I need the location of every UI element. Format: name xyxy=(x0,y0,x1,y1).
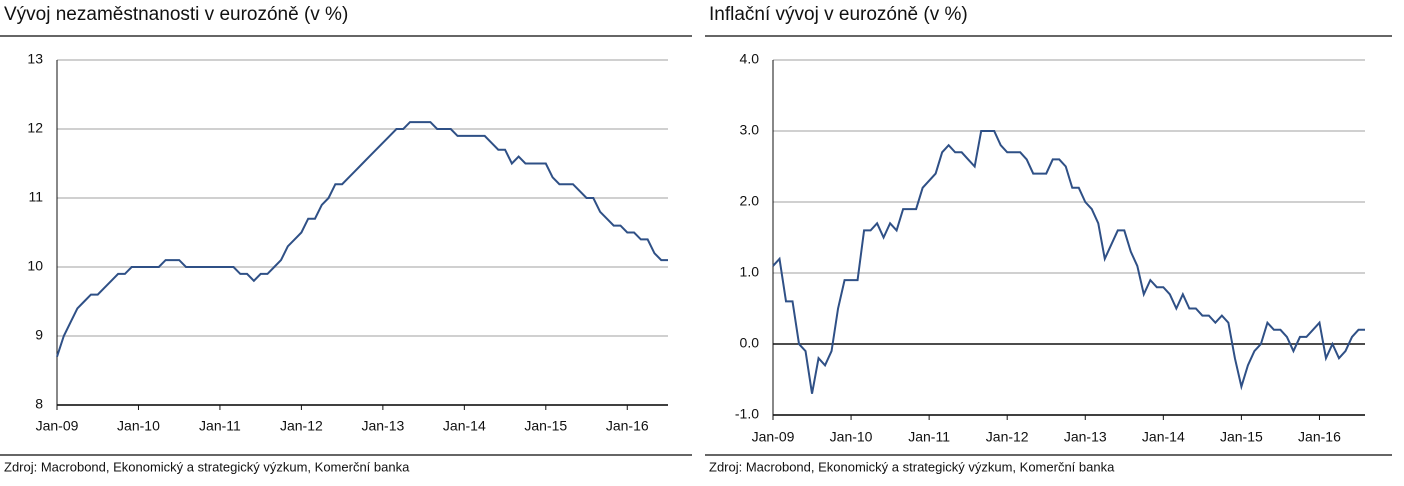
y-tick-label: 0.0 xyxy=(740,335,760,351)
x-tick-label: Jan-16 xyxy=(606,418,649,434)
x-tick-label: Jan-11 xyxy=(199,418,241,434)
y-tick-label: 10 xyxy=(27,258,43,274)
y-tick-label: 13 xyxy=(27,51,43,67)
y-tick-label: 3.0 xyxy=(740,122,760,138)
x-tick-label: Jan-16 xyxy=(1298,429,1341,445)
source-note: Zdroj: Macrobond, Ekonomický a strategic… xyxy=(709,459,1115,474)
x-tick-label: Jan-11 xyxy=(908,429,950,445)
x-tick-label: Jan-09 xyxy=(36,418,79,434)
x-tick-label: Jan-13 xyxy=(1064,429,1107,445)
x-tick-label: Jan-15 xyxy=(524,418,567,434)
x-tick-label: Jan-14 xyxy=(1142,429,1185,445)
y-tick-label: 2.0 xyxy=(740,193,760,209)
x-tick-label: Jan-14 xyxy=(443,418,486,434)
chart-title: Vývoj nezaměstnanosti v eurozóně (v %) xyxy=(4,4,348,25)
data-line xyxy=(56,121,668,358)
y-tick-label: 12 xyxy=(27,120,43,136)
source-note: Zdroj: Macrobond, Ekonomický a strategic… xyxy=(4,459,410,474)
x-tick-label: Jan-10 xyxy=(830,429,873,445)
y-tick-label: 11 xyxy=(28,189,43,205)
x-tick-label: Jan-15 xyxy=(1220,429,1263,445)
y-tick-label: -1.0 xyxy=(735,406,759,422)
chart-title: Inflační vývoj v eurozóně (v %) xyxy=(709,4,968,25)
x-tick-label: Jan-12 xyxy=(280,418,323,434)
x-tick-label: Jan-13 xyxy=(361,418,404,434)
y-tick-label: 4.0 xyxy=(740,51,760,67)
x-tick-label: Jan-12 xyxy=(986,429,1029,445)
y-tick-label: 1.0 xyxy=(740,264,760,280)
x-tick-label: Jan-10 xyxy=(117,418,160,434)
x-tick-label: Jan-09 xyxy=(752,429,795,445)
data-line xyxy=(772,130,1365,394)
y-tick-label: 9 xyxy=(35,327,43,343)
y-tick-label: 8 xyxy=(35,396,43,412)
